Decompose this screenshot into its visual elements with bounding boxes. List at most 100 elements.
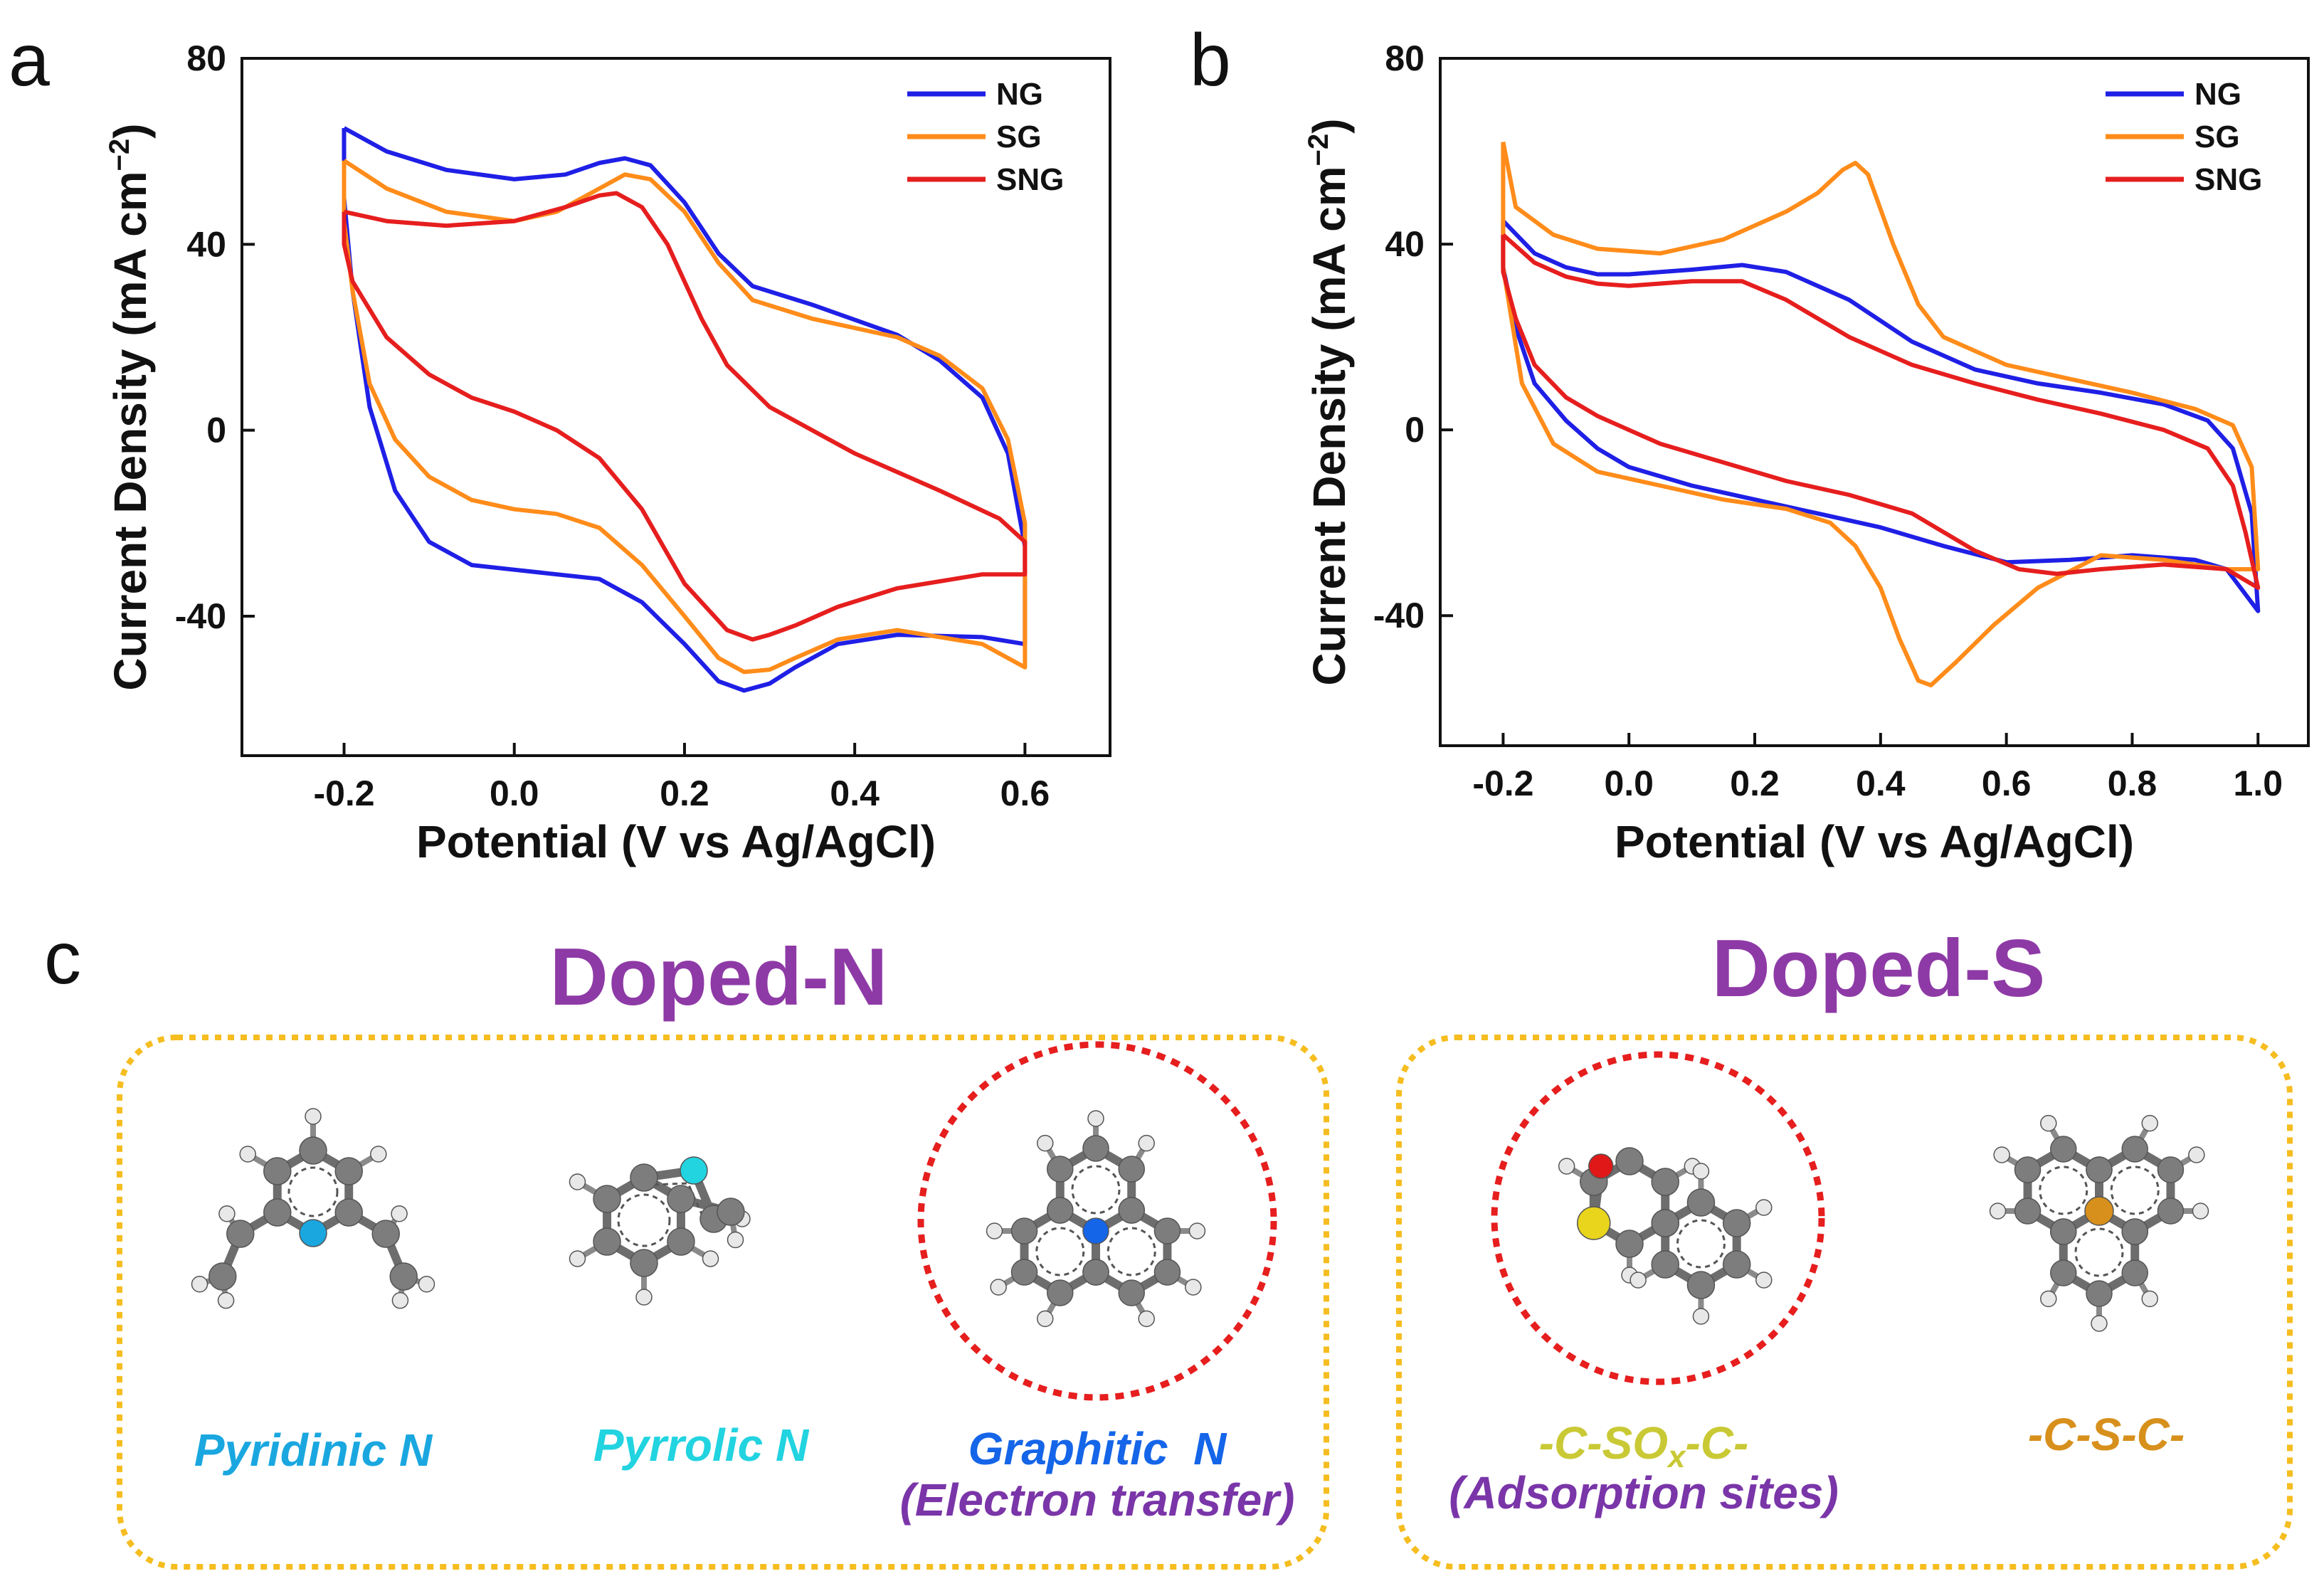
oxygen-atom xyxy=(1588,1153,1614,1179)
panel-a-legend: NG SG SNG xyxy=(907,77,1064,197)
carbon-atom xyxy=(2050,1259,2077,1286)
aromatic-ring-marker xyxy=(617,1193,671,1247)
panel-a-y-axis-title: Current Density (mA cm−2) xyxy=(104,123,156,690)
carbon-atom xyxy=(299,1136,327,1165)
legend-label-ng: NG xyxy=(996,77,1043,112)
hydrogen-atom xyxy=(1993,1146,2010,1163)
x-tick-label: 0.4 xyxy=(1856,763,1906,803)
panel-a-y-ticks: -40 0 40 80 xyxy=(175,38,255,636)
y-tick-label: 0 xyxy=(206,411,226,450)
group-title-doped-n: Doped-N xyxy=(550,932,888,1022)
carbon-atom xyxy=(1153,1259,1181,1286)
x-tick-label: -0.2 xyxy=(1472,763,1533,803)
hydrogen-atom xyxy=(1755,1199,1773,1216)
carbon-atom xyxy=(334,1198,363,1227)
carbon-atom xyxy=(667,1185,695,1213)
aromatic-ring-marker xyxy=(1676,1219,1726,1269)
carbon-atom xyxy=(1686,1188,1716,1217)
hydrogen-atom xyxy=(191,1276,208,1293)
hydrogen-atom xyxy=(1037,1134,1054,1152)
label-c-sox-c: -C-SOx-C- xyxy=(1539,1417,1749,1474)
group-title-doped-s: Doped-S xyxy=(1712,924,2046,1014)
hydrogen-atom xyxy=(727,1231,744,1249)
series-sng-line xyxy=(1501,233,2261,591)
note-adsorption-sites: (Adsorption sites) xyxy=(1449,1467,1839,1518)
panel-b-x-axis-title: Potential (V vs Ag/AgCl) xyxy=(1615,816,2134,867)
x-tick-label: -0.2 xyxy=(313,773,374,813)
x-tick-label: 0.0 xyxy=(490,773,539,813)
hydrogen-atom xyxy=(1989,1202,2007,1220)
graphitic-n-molecule xyxy=(986,1110,1206,1328)
hydrogen-atom xyxy=(990,1279,1007,1296)
carbon-atom xyxy=(593,1185,621,1213)
hydrogen-atom xyxy=(1692,1308,1710,1325)
hydrogen-atom xyxy=(2040,1290,2057,1308)
carbon-atom xyxy=(208,1262,237,1291)
y-tick-label: 80 xyxy=(1385,38,1425,78)
hydrogen-atom xyxy=(391,1291,409,1309)
nitrogen-atom xyxy=(680,1156,708,1185)
legend-label-sg: SG xyxy=(996,120,1042,154)
hydrogen-atom xyxy=(2091,1315,2108,1332)
panel-b-y-axis-title-main: Current Density (mA cm xyxy=(1304,166,1355,685)
carbon-atom xyxy=(2121,1218,2148,1245)
hydrogen-atom xyxy=(1755,1272,1773,1289)
carbon-atom xyxy=(1047,1156,1074,1183)
hydrogen-atom xyxy=(569,1250,586,1267)
carbon-atom xyxy=(717,1198,745,1226)
carbon-atom xyxy=(1615,1230,1644,1258)
x-tick-label: 0.6 xyxy=(1982,763,2032,803)
pyridinic-n-molecule xyxy=(191,1108,435,1309)
hydrogen-atom xyxy=(702,1250,719,1267)
carbon-atom xyxy=(1082,1259,1109,1286)
panel-b-legend: NG SG SNG xyxy=(2106,77,2262,197)
legend-label-sng: SNG xyxy=(2194,162,2262,197)
carbon-atom xyxy=(2157,1156,2185,1183)
carbon-atom xyxy=(2086,1280,2113,1307)
label-c-s-c: -C-S-C- xyxy=(2028,1409,2185,1460)
hydrogen-atom xyxy=(1037,1310,1054,1328)
carbon-atom xyxy=(593,1227,621,1256)
carbon-atom xyxy=(226,1220,255,1248)
hydrogen-atom xyxy=(2188,1146,2205,1163)
aromatic-ring-marker xyxy=(1035,1227,1085,1276)
hydrogen-atom xyxy=(986,1222,1003,1240)
carbon-atom xyxy=(389,1262,418,1291)
legend-label-sng: SNG xyxy=(996,162,1064,197)
hydrogen-atom xyxy=(1138,1134,1155,1152)
hydrogen-atom xyxy=(239,1146,256,1163)
pyrrolic-n-molecule xyxy=(569,1156,751,1306)
carbon-atom xyxy=(630,1163,658,1192)
carbon-atom xyxy=(263,1157,292,1185)
sulfur-atom xyxy=(2084,1196,2114,1226)
hydrogen-atom xyxy=(1692,1163,1710,1180)
carbon-atom xyxy=(1118,1279,1145,1306)
hydrogen-atom xyxy=(2192,1202,2209,1220)
legend-label-ng: NG xyxy=(2194,77,2241,112)
x-tick-label: 1.0 xyxy=(2234,763,2283,803)
panel-b-y-ticks: -40 0 40 80 xyxy=(1373,38,1453,635)
graphitic-n-highlight-circle xyxy=(917,1041,1277,1401)
carbon-atom xyxy=(1686,1271,1716,1299)
hydrogen-atom xyxy=(1630,1272,1647,1289)
hydrogen-atom xyxy=(1188,1222,1206,1240)
panel-b-y-axis-title: Current Density (mA cm−2) xyxy=(1303,118,1355,685)
x-tick-label: 0.2 xyxy=(660,773,709,813)
legend-label-sg: SG xyxy=(2194,120,2240,154)
hydrogen-atom xyxy=(2141,1290,2158,1308)
carbon-atom xyxy=(1047,1197,1074,1224)
y-tick-label: -40 xyxy=(175,596,226,636)
hydrogen-atom xyxy=(217,1291,235,1309)
nitrogen-atom xyxy=(299,1219,327,1247)
x-tick-label: 0.2 xyxy=(1730,763,1780,803)
carbon-atom xyxy=(371,1220,400,1248)
panel-a-y-axis-title-sup: −2 xyxy=(104,139,135,171)
hydrogen-atom xyxy=(391,1205,408,1222)
hydrogen-atom xyxy=(1087,1110,1104,1127)
hydrogen-atom xyxy=(1138,1310,1155,1328)
hydrogen-atom xyxy=(569,1173,586,1190)
carbon-atom xyxy=(2121,1259,2148,1286)
carbon-atom xyxy=(667,1227,695,1256)
panel-a: a -0.2 0.0 0.2 0.4 0.6 -40 0 40 80 NG SG SNG Pote… xyxy=(9,19,1111,867)
carbon-atom xyxy=(2014,1198,2042,1225)
